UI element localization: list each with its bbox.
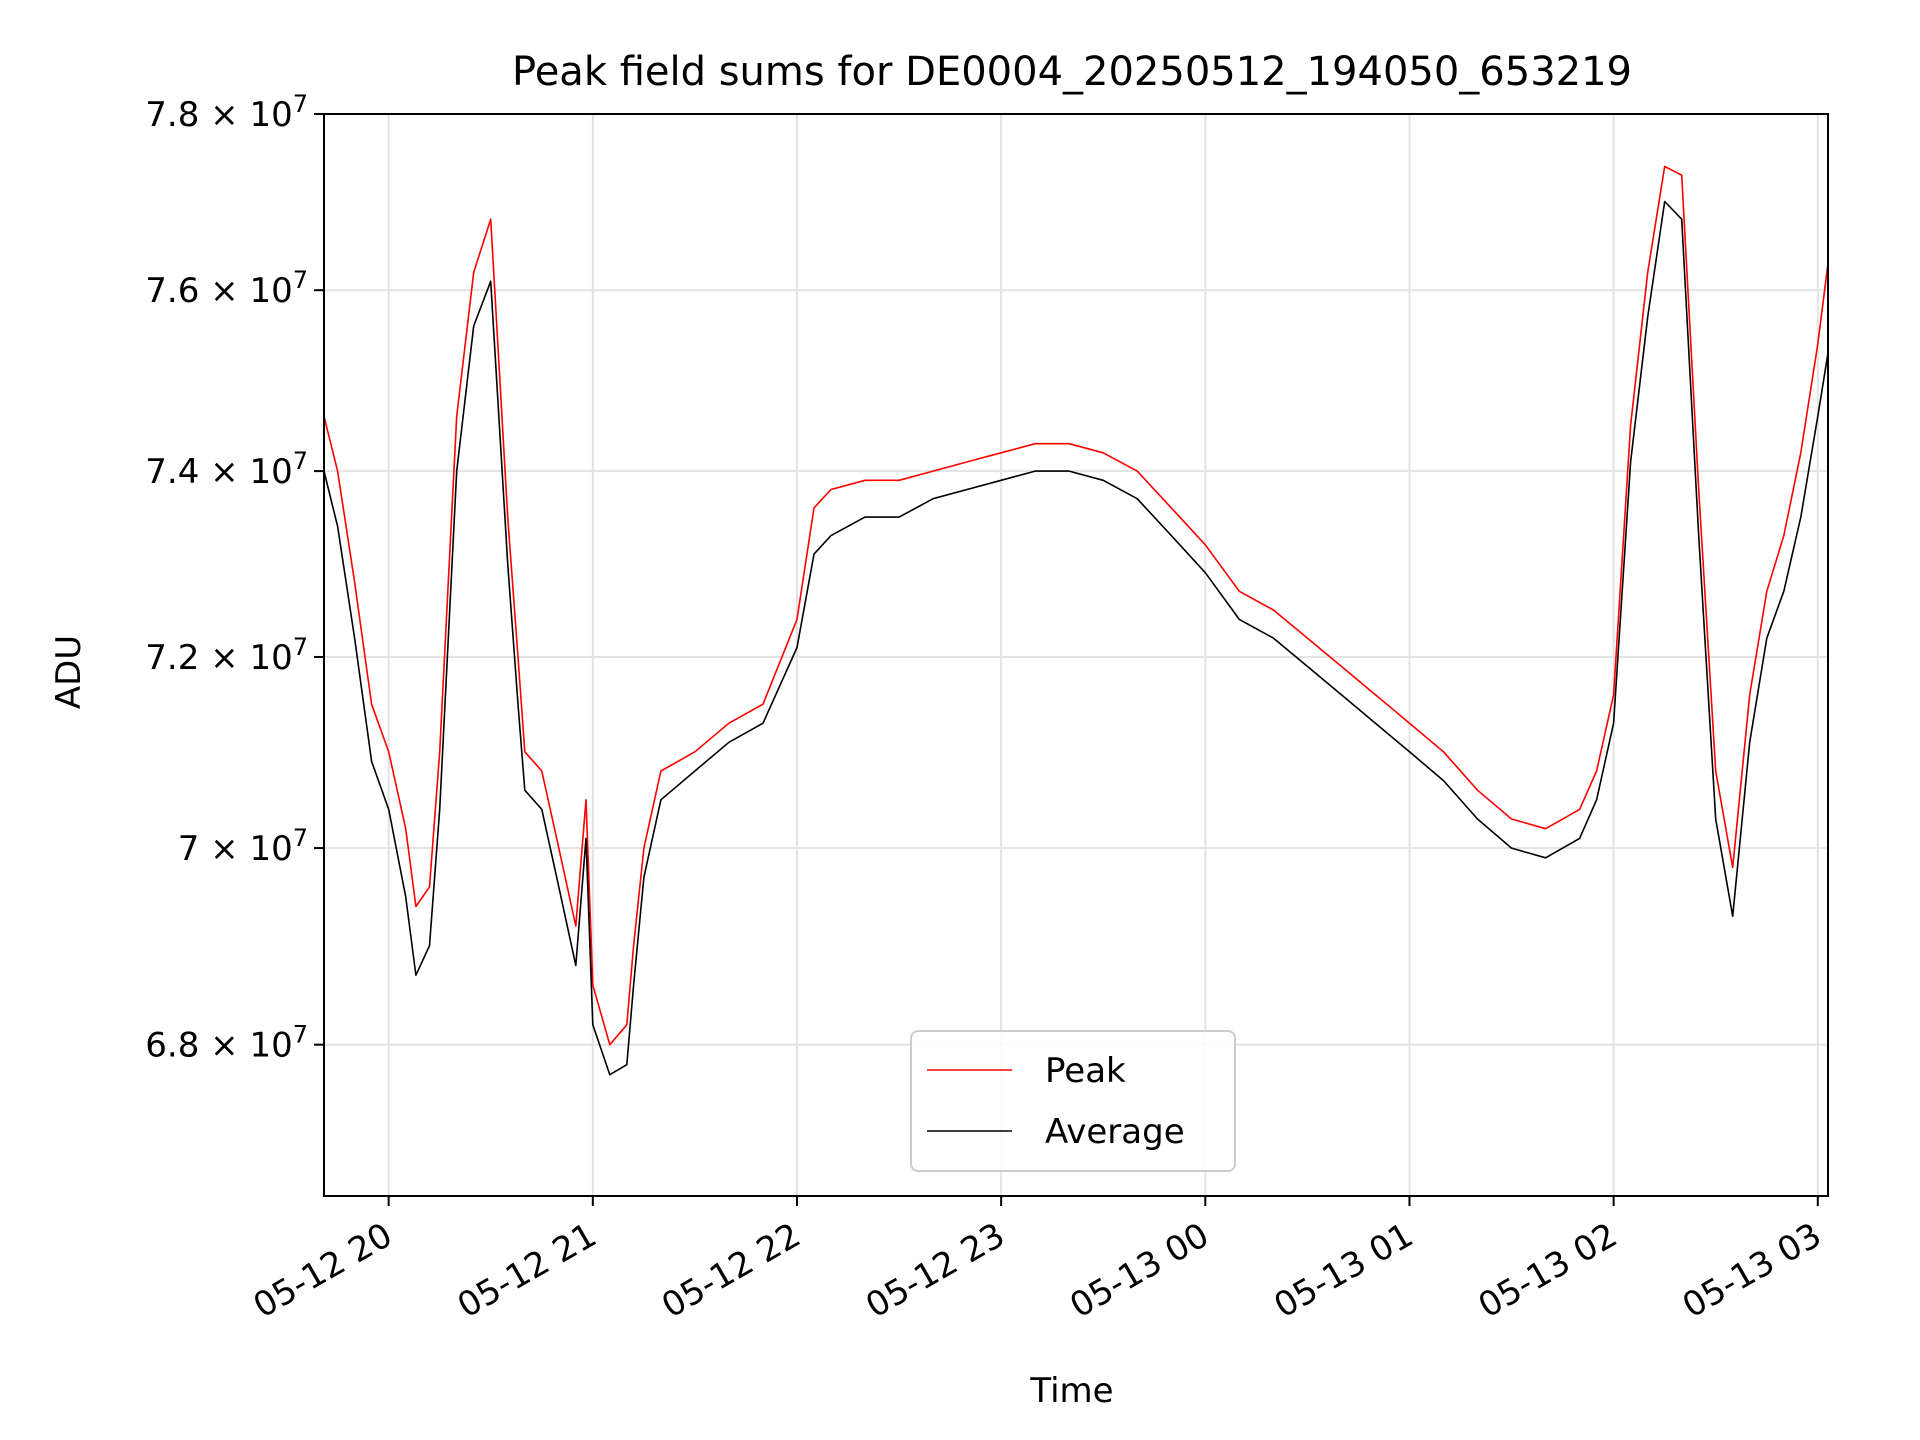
series-line-peak <box>324 165 1828 1046</box>
series-line-average <box>324 200 1828 1076</box>
plot-frame <box>323 113 1829 1197</box>
legend: Peak Average <box>910 1030 1236 1172</box>
y-tick-label: 7.4 × 107 <box>145 447 308 492</box>
x-axis-label: Time <box>1029 1371 1113 1411</box>
series-lines <box>324 165 1828 1076</box>
y-tick-label: 7.6 × 107 <box>145 266 308 311</box>
y-tick-label: 7.2 × 107 <box>145 633 308 678</box>
chart-title: Peak field sums for DE0004_20250512_1940… <box>512 49 1632 95</box>
y-tick-label: 7.8 × 107 <box>145 90 308 135</box>
y-tick-label: 6.8 × 107 <box>145 1021 308 1066</box>
y-tick-label: 7 × 107 <box>178 824 308 869</box>
legend-label-average: Average <box>1045 1112 1185 1152</box>
legend-box <box>910 1030 1236 1172</box>
legend-label-peak: Peak <box>1045 1051 1126 1091</box>
y-axis-label: ADU <box>49 635 89 709</box>
y-axis: 6.8 × 107 7 × 107 7.2 × 107 7.4 × 107 7.6 × … <box>145 90 324 1066</box>
